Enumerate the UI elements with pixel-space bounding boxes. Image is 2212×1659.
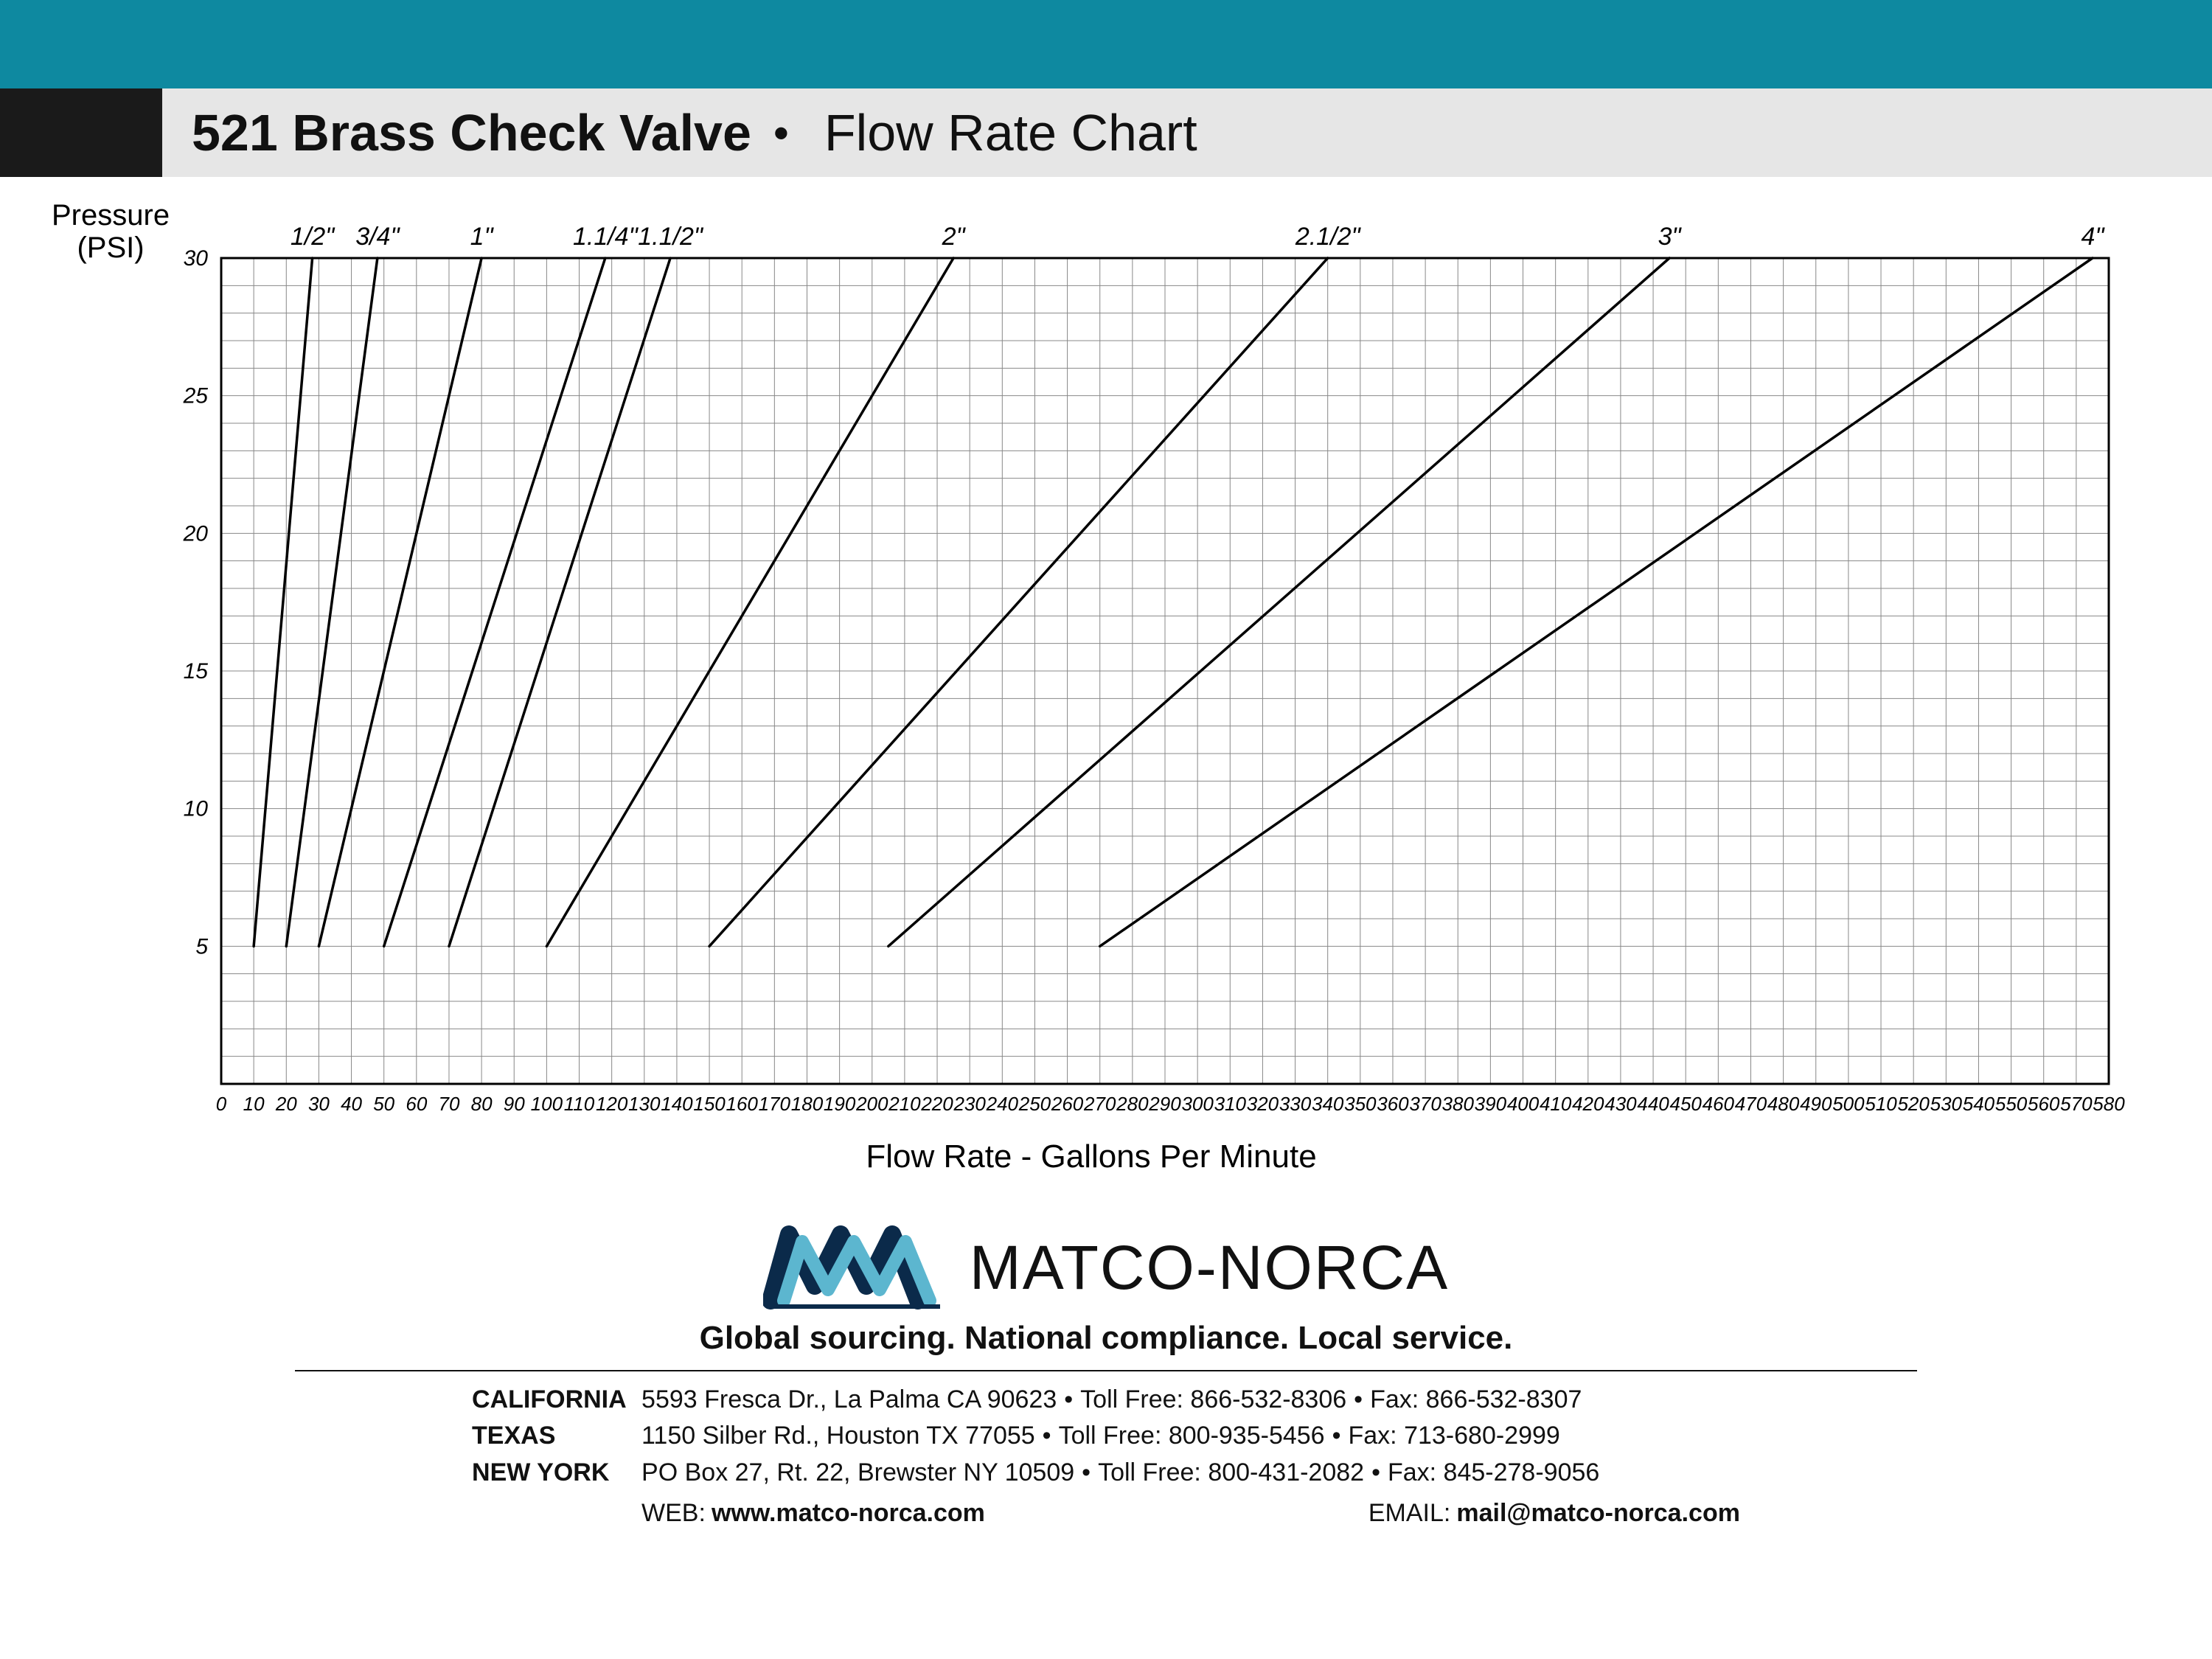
svg-text:260: 260: [1051, 1093, 1084, 1115]
title-row: 521 Brass Check Valve • Flow Rate Chart: [0, 88, 2212, 177]
svg-text:510: 510: [1865, 1093, 1897, 1115]
svg-text:460: 460: [1703, 1093, 1735, 1115]
svg-text:380: 380: [1442, 1093, 1475, 1115]
contact-row: TEXAS1150 Silber Rd., Houston TX 77055•T…: [472, 1418, 1740, 1454]
svg-text:520: 520: [1897, 1093, 1930, 1115]
company-tagline: Global sourcing. National compliance. Lo…: [295, 1320, 1917, 1357]
top-bar: [0, 0, 2212, 88]
svg-text:120: 120: [596, 1093, 628, 1115]
logo-row: MATCO-NORCA: [295, 1220, 1917, 1315]
svg-text:310: 310: [1214, 1093, 1247, 1115]
svg-text:280: 280: [1116, 1093, 1149, 1115]
svg-text:550: 550: [1995, 1093, 2028, 1115]
svg-text:370: 370: [1409, 1093, 1441, 1115]
svg-text:230: 230: [953, 1093, 986, 1115]
svg-text:430: 430: [1604, 1093, 1637, 1115]
contact-row: CALIFORNIA5593 Fresca Dr., La Palma CA 9…: [472, 1382, 1740, 1418]
svg-text:15: 15: [184, 659, 209, 684]
svg-text:140: 140: [661, 1093, 693, 1115]
svg-text:60: 60: [406, 1093, 427, 1115]
svg-text:300: 300: [1181, 1093, 1214, 1115]
svg-text:150: 150: [693, 1093, 726, 1115]
flow-rate-chart: Pressure (PSI) 5101520253001020304050607…: [74, 206, 2109, 1175]
svg-text:30: 30: [308, 1093, 330, 1115]
svg-text:0: 0: [216, 1093, 227, 1115]
svg-text:80: 80: [471, 1093, 493, 1115]
svg-text:240: 240: [986, 1093, 1019, 1115]
svg-text:2.1/2": 2.1/2": [1295, 223, 1362, 251]
svg-text:540: 540: [1963, 1093, 1995, 1115]
svg-text:4": 4": [2081, 223, 2105, 251]
title-bold: 521 Brass Check Valve: [192, 103, 751, 162]
title-bullet: •: [773, 108, 789, 159]
svg-text:530: 530: [1930, 1093, 1963, 1115]
company-logo-icon: [763, 1220, 947, 1315]
page-title: 521 Brass Check Valve • Flow Rate Chart: [162, 88, 1197, 177]
svg-text:1.1/2": 1.1/2": [638, 223, 704, 251]
y-axis-label-line2: (PSI): [52, 232, 170, 264]
svg-text:320: 320: [1247, 1093, 1279, 1115]
svg-text:2": 2": [942, 223, 967, 251]
svg-text:1": 1": [470, 223, 495, 251]
svg-text:220: 220: [920, 1093, 953, 1115]
svg-text:10: 10: [243, 1093, 265, 1115]
svg-text:130: 130: [628, 1093, 661, 1115]
svg-text:450: 450: [1670, 1093, 1703, 1115]
svg-text:290: 290: [1148, 1093, 1181, 1115]
svg-text:350: 350: [1344, 1093, 1377, 1115]
svg-text:170: 170: [759, 1093, 791, 1115]
web-email-row: WEB:www.matco-norca.comEMAIL:mail@matco-…: [472, 1495, 1740, 1531]
svg-text:410: 410: [1540, 1093, 1572, 1115]
svg-text:360: 360: [1377, 1093, 1409, 1115]
svg-text:480: 480: [1767, 1093, 1800, 1115]
svg-text:110: 110: [564, 1093, 595, 1115]
svg-text:250: 250: [1018, 1093, 1051, 1115]
svg-text:20: 20: [183, 521, 209, 546]
svg-text:420: 420: [1572, 1093, 1604, 1115]
contact-row: NEW YORKPO Box 27, Rt. 22, Brewster NY 1…: [472, 1455, 1740, 1491]
svg-text:25: 25: [183, 384, 209, 408]
svg-text:180: 180: [791, 1093, 824, 1115]
svg-text:70: 70: [439, 1093, 460, 1115]
svg-text:190: 190: [824, 1093, 856, 1115]
svg-text:100: 100: [531, 1093, 563, 1115]
footer: MATCO-NORCA Global sourcing. National co…: [295, 1220, 1917, 1531]
svg-text:3/4": 3/4": [355, 223, 400, 251]
chart-svg: 5101520253001020304050607080901001101201…: [74, 206, 2138, 1128]
title-black-block: [0, 88, 162, 177]
svg-text:570: 570: [2060, 1093, 2093, 1115]
svg-text:210: 210: [888, 1093, 921, 1115]
svg-text:30: 30: [184, 246, 209, 271]
company-name: MATCO-NORCA: [970, 1232, 1449, 1304]
svg-text:440: 440: [1637, 1093, 1669, 1115]
svg-text:1.1/4": 1.1/4": [573, 223, 639, 251]
svg-text:40: 40: [341, 1093, 362, 1115]
svg-text:90: 90: [504, 1093, 525, 1115]
svg-text:330: 330: [1279, 1093, 1312, 1115]
y-axis-label: Pressure (PSI): [52, 199, 170, 264]
footer-divider: [295, 1370, 1917, 1371]
x-axis-label: Flow Rate - Gallons Per Minute: [74, 1138, 2109, 1175]
contact-block: CALIFORNIA5593 Fresca Dr., La Palma CA 9…: [472, 1382, 1740, 1531]
svg-text:20: 20: [275, 1093, 297, 1115]
svg-text:470: 470: [1735, 1093, 1767, 1115]
svg-text:390: 390: [1475, 1093, 1507, 1115]
svg-text:490: 490: [1800, 1093, 1832, 1115]
svg-text:3": 3": [1658, 223, 1683, 251]
svg-text:1/2": 1/2": [291, 223, 335, 251]
svg-text:340: 340: [1312, 1093, 1344, 1115]
svg-text:580: 580: [2093, 1093, 2125, 1115]
title-light: Flow Rate Chart: [824, 103, 1197, 162]
svg-text:270: 270: [1083, 1093, 1116, 1115]
svg-text:500: 500: [1832, 1093, 1865, 1115]
svg-text:50: 50: [373, 1093, 394, 1115]
svg-text:5: 5: [195, 934, 208, 959]
y-axis-label-line1: Pressure: [52, 199, 170, 232]
svg-text:560: 560: [2028, 1093, 2060, 1115]
svg-text:400: 400: [1507, 1093, 1540, 1115]
svg-text:10: 10: [184, 797, 209, 821]
svg-text:160: 160: [726, 1093, 759, 1115]
svg-text:200: 200: [855, 1093, 888, 1115]
